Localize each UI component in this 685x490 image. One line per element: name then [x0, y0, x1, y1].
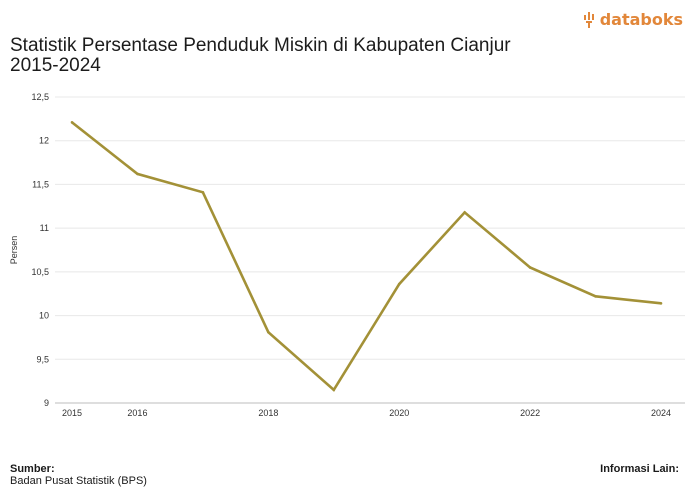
x-tick-label: 2016 [127, 408, 147, 418]
x-tick-label: 2020 [389, 408, 409, 418]
data-point [267, 330, 270, 334]
y-tick-label: 9,5 [36, 354, 49, 364]
y-tick-label: 12,5 [31, 92, 49, 102]
chart-title: Statistik Persentase Penduduk Miskin di … [10, 36, 511, 76]
x-tick-label: 2022 [520, 408, 540, 418]
databoks-logo: databoks [583, 10, 683, 29]
info-label: Informasi Lain: [600, 463, 679, 475]
data-point [528, 266, 532, 269]
source-block: Sumber: Badan Pusat Statistik (BPS) [10, 463, 147, 487]
source-value: Badan Pusat Statistik (BPS) [10, 475, 147, 487]
data-point [332, 388, 336, 392]
y-tick-label: 11,5 [32, 179, 49, 189]
y-axis-label: Persen [9, 236, 19, 265]
y-tick-label: 11 [40, 223, 49, 233]
x-tick-label: 2024 [651, 408, 671, 418]
y-tick-label: 10 [39, 311, 49, 321]
data-point [594, 295, 597, 298]
chart-title-line1: Statistik Persentase Penduduk Miskin di … [10, 35, 511, 56]
data-point [463, 211, 466, 214]
chart-title-line2: 2015-2024 [10, 55, 101, 76]
series-line [71, 121, 662, 392]
data-point [136, 172, 139, 176]
y-tick-label: 12 [39, 136, 49, 146]
data-point [70, 121, 74, 124]
brand-name: databoks [599, 10, 683, 29]
x-tick-label: 2015 [62, 408, 82, 418]
data-point [397, 282, 401, 286]
y-tick-label: 10,5 [31, 267, 49, 277]
x-tick-label: 2018 [258, 408, 278, 418]
data-point [201, 190, 205, 194]
source-label: Sumber: [10, 463, 55, 475]
data-point [659, 302, 663, 305]
databoks-logo-icon [583, 11, 594, 28]
y-tick-label: 9 [44, 398, 49, 408]
